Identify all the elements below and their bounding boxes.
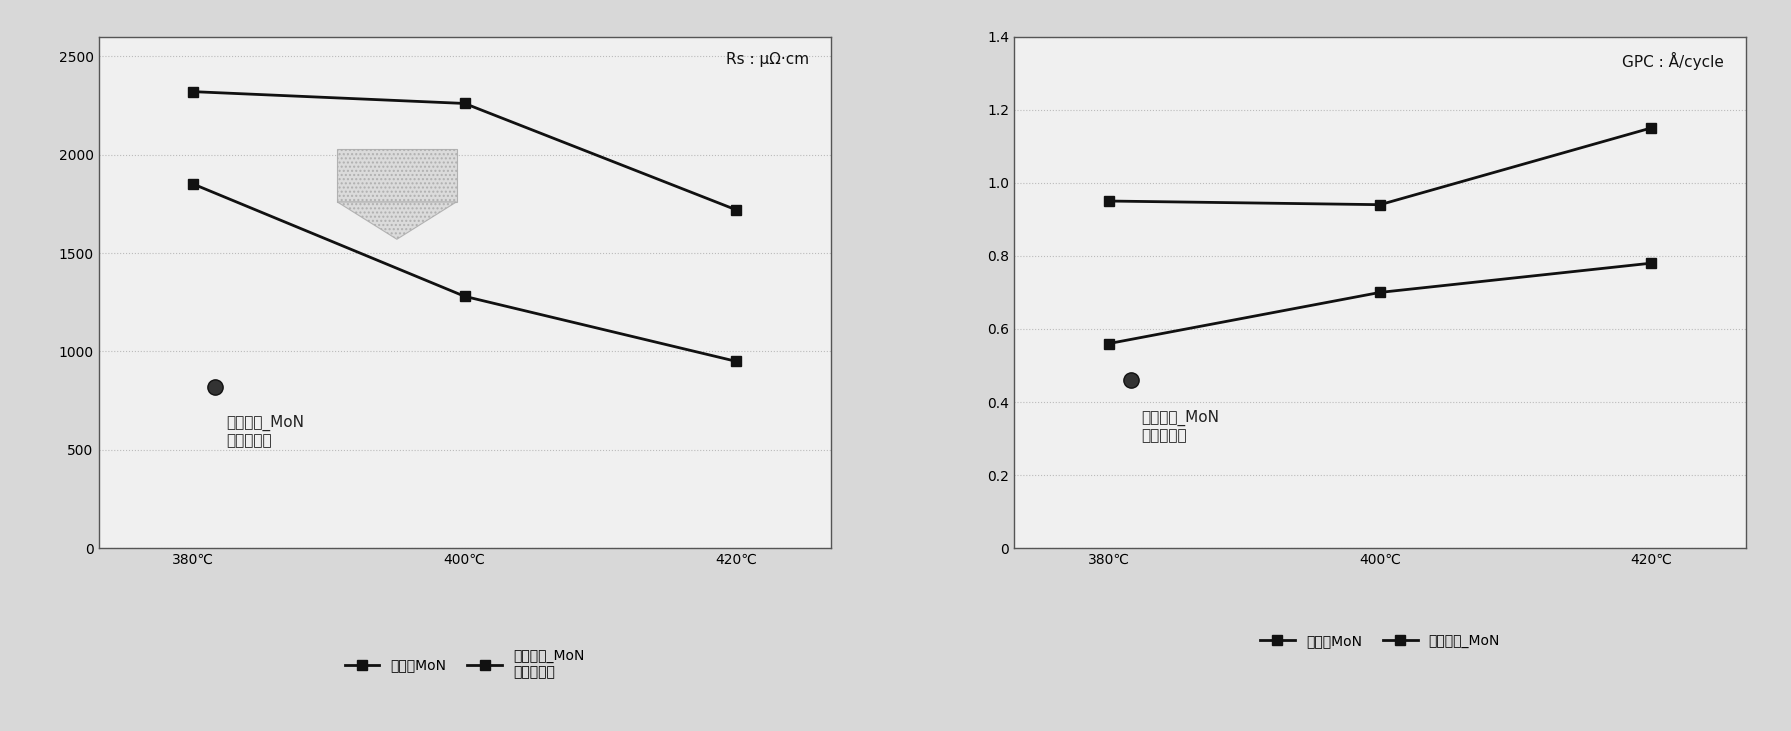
Text: 叔丁基码_MoN
（先注入）: 叔丁基码_MoN （先注入） (1141, 409, 1220, 443)
Text: GPC : Å/cycle: GPC : Å/cycle (1623, 52, 1725, 70)
Legend: 对照组MoN, 叔丁基码_MoN
（后注入）: 对照组MoN, 叔丁基码_MoN （后注入） (338, 643, 591, 685)
Text: Rs : μΩ·cm: Rs : μΩ·cm (725, 52, 810, 67)
Polygon shape (337, 202, 457, 239)
Legend: 对照组MoN, 叔丁基码_MoN: 对照组MoN, 叔丁基码_MoN (1254, 629, 1506, 654)
Text: 叔丁基码_MoN
（先注入）: 叔丁基码_MoN （先注入） (226, 414, 304, 448)
Bar (337, 148, 457, 202)
